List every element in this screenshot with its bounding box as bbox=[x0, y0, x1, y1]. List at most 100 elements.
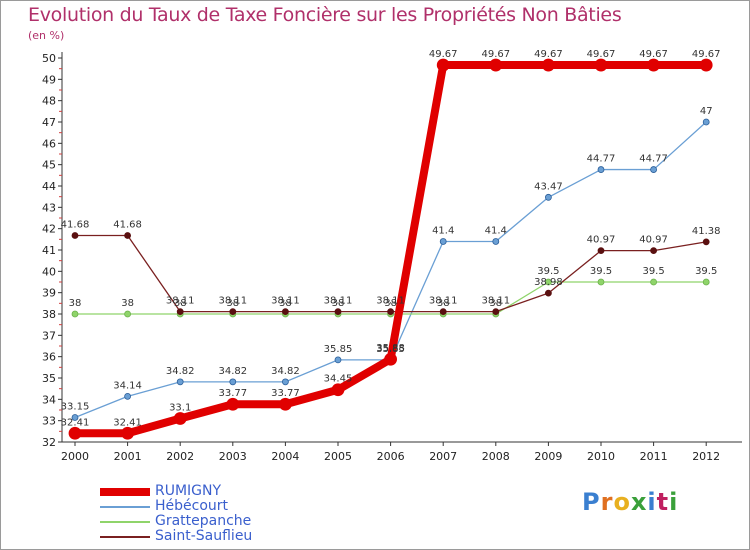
data-label-hébécourt: 34.14 bbox=[113, 380, 142, 391]
y-tick-label: 33 bbox=[42, 415, 56, 428]
data-point-hébécourt bbox=[597, 166, 605, 173]
data-label-saint-sauflieu: 38.11 bbox=[324, 296, 353, 307]
data-point-hébécourt bbox=[492, 238, 500, 245]
data-point-grattepanche bbox=[597, 278, 605, 286]
data-label-rumigny: 33.77 bbox=[218, 388, 247, 399]
y-tick-label: 37 bbox=[42, 329, 56, 342]
chart-title: Evolution du Taux de Taxe Foncière sur l… bbox=[28, 4, 622, 26]
data-point-saint-sauflieu bbox=[124, 232, 131, 239]
y-tick-label: 34 bbox=[42, 393, 56, 406]
legend-item-hebecourt: Hébécourt bbox=[100, 499, 252, 514]
data-point-grattepanche bbox=[545, 278, 552, 286]
data-label-hébécourt: 34.82 bbox=[218, 366, 247, 377]
data-point-saint-sauflieu bbox=[176, 308, 184, 316]
data-label-grattepanche: 39.5 bbox=[590, 266, 612, 277]
y-tick-label: 38 bbox=[42, 308, 56, 321]
data-label-hébécourt: 33.15 bbox=[61, 401, 90, 412]
y-tick-label: 43 bbox=[42, 201, 56, 214]
data-point-hébécourt bbox=[176, 378, 184, 386]
data-point-rumigny bbox=[436, 58, 450, 72]
logo-letter: P bbox=[582, 488, 601, 516]
data-point-saint-sauflieu bbox=[439, 308, 447, 316]
data-label-rumigny: 35.88 bbox=[376, 343, 405, 354]
legend-item-rumigny: RUMIGNY bbox=[100, 484, 252, 499]
data-point-rumigny bbox=[542, 58, 555, 72]
data-label-grattepanche: 38 bbox=[332, 298, 345, 309]
data-label-grattepanche: 38 bbox=[437, 298, 450, 309]
logo-letter: t bbox=[656, 488, 670, 516]
data-label-saint-sauflieu: 38.11 bbox=[166, 296, 195, 307]
legend-item-saint-sauflieu: Saint-Sauflieu bbox=[100, 529, 252, 544]
y-tick-label: 47 bbox=[42, 116, 56, 129]
legend-label-rumigny: RUMIGNY bbox=[155, 483, 222, 499]
data-label-grattepanche: 38 bbox=[384, 298, 397, 309]
data-label-hébécourt: 44.77 bbox=[639, 154, 668, 165]
data-point-saint-sauflieu bbox=[597, 247, 605, 255]
data-point-saint-sauflieu bbox=[387, 308, 395, 316]
data-point-grattepanche bbox=[71, 310, 79, 318]
x-tick-label: 2012 bbox=[692, 450, 720, 463]
x-tick-label: 2005 bbox=[324, 450, 352, 463]
x-tick-label: 2007 bbox=[429, 450, 457, 463]
data-label-hébécourt: 34.82 bbox=[271, 366, 300, 377]
data-point-hébécourt bbox=[71, 414, 79, 421]
logo-letter: x bbox=[630, 488, 648, 516]
line-chart: 32 33 34 35 36 37 38 39 40 41 42 43 44 45 46 47 48 49 50 20… bbox=[42, 49, 742, 463]
data-label-grattepanche: 39.5 bbox=[642, 266, 664, 277]
data-label-saint-sauflieu: 41.68 bbox=[113, 219, 142, 230]
legend-label-saint-sauflieu: Saint-Sauflieu bbox=[155, 528, 253, 544]
data-label-saint-sauflieu: 41.38 bbox=[692, 226, 721, 237]
data-label-saint-sauflieu: 38.11 bbox=[271, 296, 300, 307]
y-tick-label: 48 bbox=[42, 95, 56, 108]
data-point-rumigny bbox=[647, 58, 660, 72]
y-tick-label: 46 bbox=[42, 137, 56, 150]
data-label-grattepanche: 38 bbox=[174, 298, 187, 309]
data-label-hébécourt: 35.85 bbox=[376, 344, 405, 355]
data-point-saint-sauflieu bbox=[281, 308, 289, 316]
data-point-hébécourt bbox=[650, 166, 657, 173]
data-point-saint-sauflieu bbox=[545, 289, 552, 297]
y-tick-label: 35 bbox=[42, 372, 56, 385]
data-point-rumigny bbox=[226, 397, 240, 411]
x-tick-label: 2008 bbox=[482, 450, 510, 463]
legend-label-hebecourt: Hébécourt bbox=[155, 498, 229, 514]
data-point-hébécourt bbox=[281, 378, 289, 386]
data-point-grattepanche bbox=[124, 310, 131, 318]
legend: RUMIGNY Hébécourt Grattepanche Saint-Sau… bbox=[100, 484, 252, 544]
data-point-grattepanche bbox=[702, 278, 710, 286]
data-label-saint-sauflieu: 38.11 bbox=[376, 296, 405, 307]
data-point-hébécourt bbox=[124, 392, 131, 400]
data-point-rumigny bbox=[278, 397, 292, 411]
logo-letter: r bbox=[600, 488, 614, 516]
y-tick-label: 41 bbox=[42, 244, 56, 257]
x-tick-label: 2010 bbox=[587, 450, 615, 463]
data-label-grattepanche: 38 bbox=[69, 298, 82, 309]
data-label-hébécourt: 41.4 bbox=[432, 225, 454, 236]
logo-letter: o bbox=[613, 488, 631, 516]
legend-swatch-rumigny bbox=[100, 487, 150, 496]
y-tick-label: 45 bbox=[42, 159, 56, 172]
x-tick-label: 2003 bbox=[219, 450, 247, 463]
unit-label: (en %) bbox=[28, 29, 65, 42]
data-label-rumigny: 32.41 bbox=[113, 417, 142, 428]
data-label-saint-sauflieu: 38.98 bbox=[534, 277, 563, 288]
data-point-rumigny bbox=[489, 58, 503, 72]
y-tick-label: 44 bbox=[42, 180, 56, 193]
data-label-grattepanche: 39.5 bbox=[695, 266, 717, 277]
legend-item-grattepanche: Grattepanche bbox=[100, 514, 252, 529]
data-point-rumigny bbox=[331, 383, 345, 397]
data-point-rumigny bbox=[68, 426, 82, 440]
series-line-rumigny bbox=[71, 61, 711, 438]
data-point-saint-sauflieu bbox=[71, 232, 79, 239]
y-tick-label: 39 bbox=[42, 287, 56, 300]
data-point-rumigny bbox=[384, 352, 398, 366]
y-tick-label: 40 bbox=[42, 265, 56, 278]
data-label-rumigny: 34.45 bbox=[324, 374, 353, 385]
legend-swatch-saint-sauflieu bbox=[100, 535, 150, 538]
logo-letter: i bbox=[669, 488, 679, 516]
data-label-rumigny: 49.67 bbox=[587, 49, 616, 60]
data-point-saint-sauflieu bbox=[334, 308, 342, 316]
data-label-rumigny: 33.77 bbox=[271, 388, 300, 399]
data-point-saint-sauflieu bbox=[492, 308, 500, 316]
